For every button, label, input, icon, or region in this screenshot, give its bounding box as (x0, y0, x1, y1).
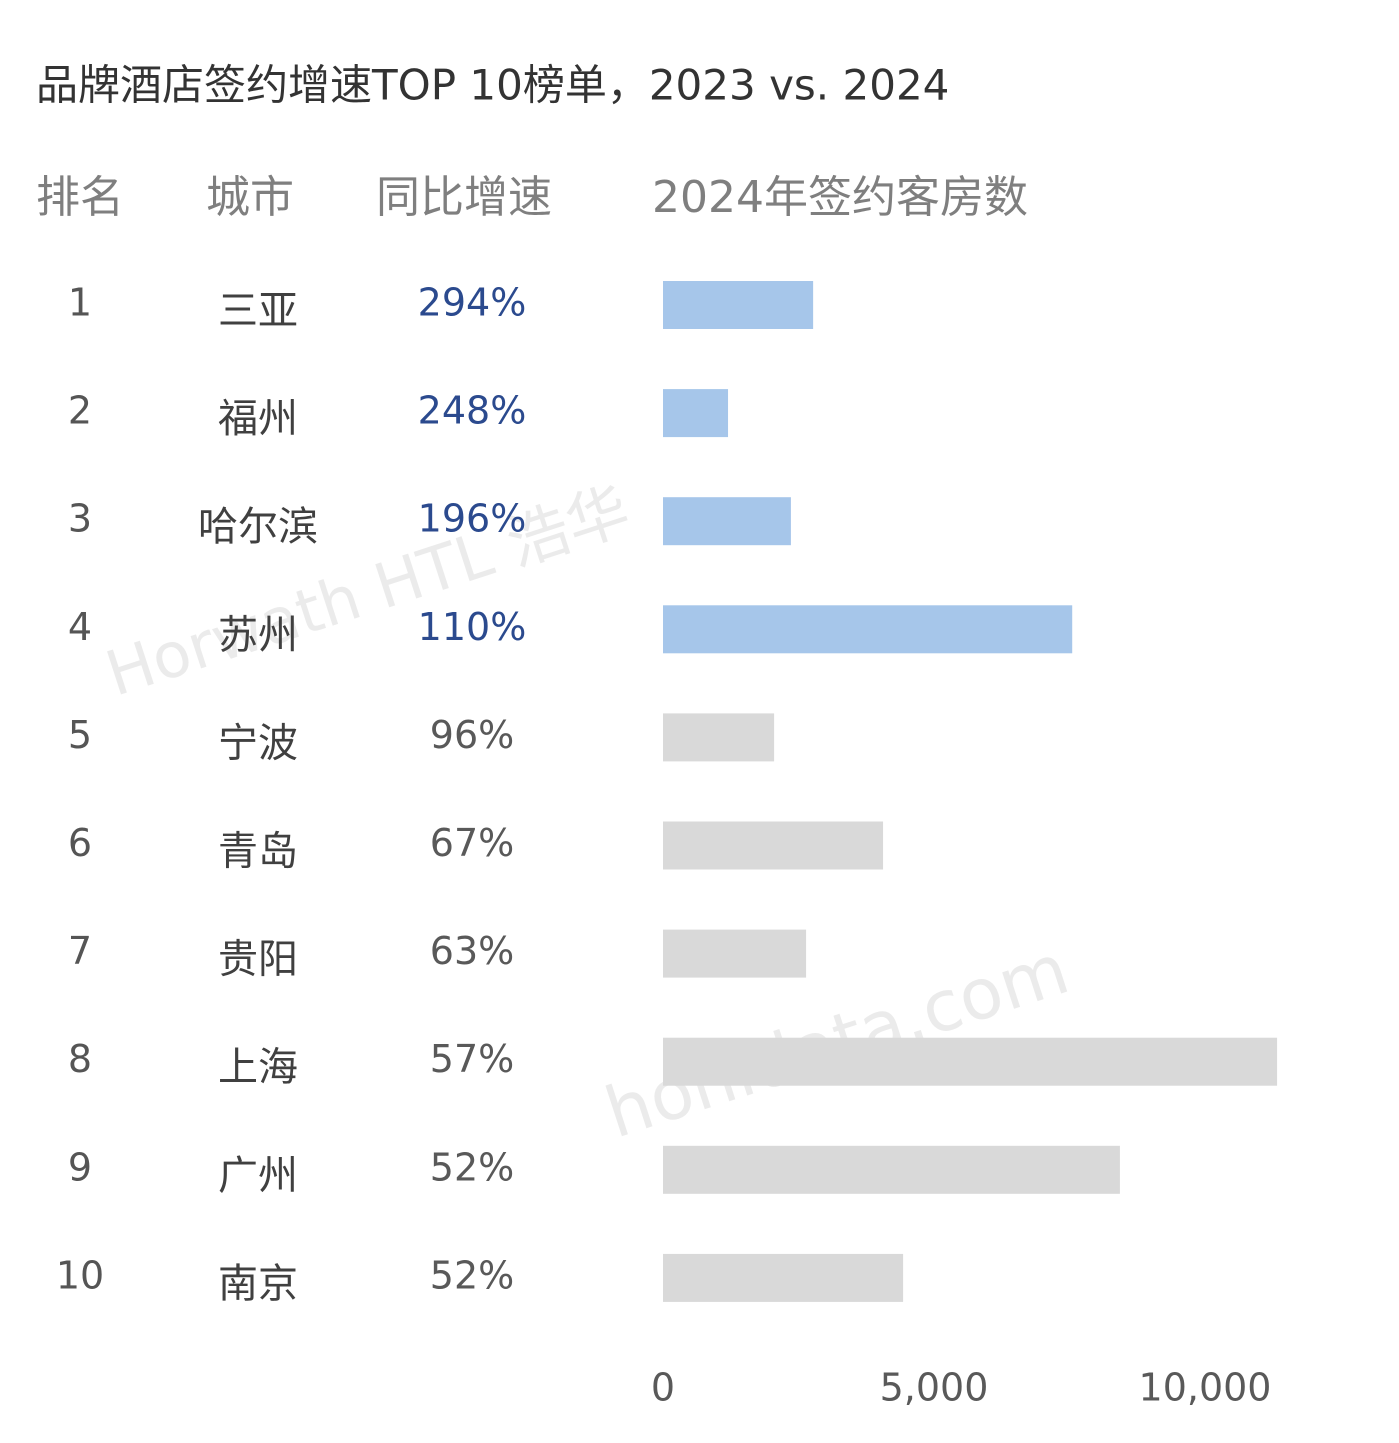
growth: 52% (430, 1145, 514, 1189)
column-header: 同比增速 (376, 172, 552, 223)
rank: 4 (68, 605, 92, 649)
x-tick-label: 10,000 (1139, 1366, 1272, 1410)
growth: 294% (418, 281, 527, 325)
growth: 52% (430, 1253, 514, 1297)
city: 宁波 (218, 720, 298, 766)
rank: 3 (68, 497, 92, 541)
growth: 96% (430, 713, 514, 757)
x-tick-label: 0 (651, 1366, 675, 1410)
bar (663, 389, 729, 438)
rank: 8 (68, 1037, 92, 1081)
rank: 7 (68, 929, 92, 973)
growth: 196% (418, 497, 527, 541)
city: 贵阳 (218, 937, 298, 983)
growth: 110% (418, 605, 527, 649)
rank: 10 (56, 1253, 104, 1297)
growth: 248% (418, 389, 527, 433)
x-tick-label: 5,000 (880, 1366, 989, 1410)
bar (663, 821, 884, 870)
chart-title: 品牌酒店签约增速TOP 10榜单，2023 vs. 2024 (36, 61, 949, 110)
city: 上海 (218, 1045, 298, 1091)
bar (663, 1253, 904, 1302)
column-header: 排名 (36, 172, 124, 223)
bar (663, 497, 791, 546)
city: 三亚 (218, 288, 298, 334)
bar (663, 713, 775, 762)
city: 南京 (218, 1261, 298, 1307)
city: 福州 (218, 396, 298, 442)
rank: 1 (68, 281, 92, 325)
column-header: 2024年签约客房数 (652, 172, 1028, 223)
bar (663, 281, 814, 329)
bar (663, 1037, 1278, 1086)
city: 广州 (218, 1153, 298, 1199)
rank: 2 (68, 389, 92, 433)
bar (663, 929, 807, 978)
growth: 63% (430, 929, 514, 973)
watermark: Horwath HTL 浩华 (97, 473, 638, 711)
column-header: 城市 (206, 172, 294, 223)
city: 哈尔滨 (198, 504, 318, 550)
growth: 57% (430, 1037, 514, 1081)
city: 青岛 (218, 829, 298, 875)
rank: 6 (68, 821, 92, 865)
rank: 9 (68, 1145, 92, 1189)
bar (663, 605, 1073, 654)
bar (663, 1145, 1120, 1194)
rank: 5 (68, 713, 92, 757)
city: 苏州 (218, 612, 298, 658)
growth: 67% (430, 821, 514, 865)
